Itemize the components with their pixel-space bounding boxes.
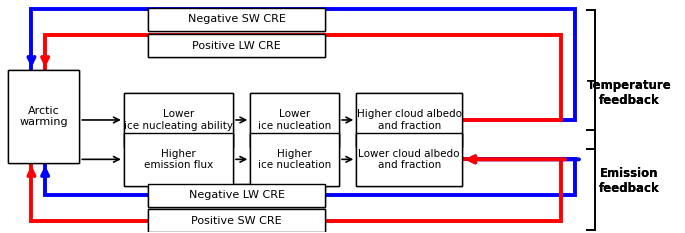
Bar [124,93,233,147]
Bar [356,133,462,186]
Text: Negative SW CRE: Negative SW CRE [188,14,286,24]
Text: Positive SW CRE: Positive SW CRE [191,216,282,226]
Text: Lower
ice nucleation: Lower ice nucleation [258,109,332,131]
Text: Negative LW CRE: Negative LW CRE [188,190,284,200]
Text: Higher
emission flux: Higher emission flux [144,149,213,170]
Text: Emission: Emission [600,167,659,180]
Text: Lower cloud albedo
and fraction: Lower cloud albedo and fraction [358,149,460,170]
Text: Higher
emission flux: Higher emission flux [144,149,213,170]
Text: Positive LW CRE: Positive LW CRE [192,41,281,51]
Bar [148,8,325,31]
Text: Emission
feedback: Emission feedback [599,167,660,195]
Bar [356,133,462,186]
Bar [124,93,233,147]
Text: Temperature
feedback: Temperature feedback [587,79,672,107]
Bar [124,133,233,186]
Bar [356,93,462,147]
Text: Higher
ice nucleation: Higher ice nucleation [258,149,332,170]
Bar [148,8,325,31]
Bar [148,184,325,207]
Bar [148,34,325,58]
Bar [8,70,79,163]
Bar [8,70,79,163]
Bar [250,133,339,186]
Text: Lower cloud albedo
and fraction: Lower cloud albedo and fraction [358,149,460,170]
Bar [148,34,325,58]
Text: Lower
ice nucleating ability: Lower ice nucleating ability [124,109,233,131]
Text: Lower
ice nucleating ability: Lower ice nucleating ability [124,109,233,131]
Text: Arctic
warming: Arctic warming [19,106,68,127]
Text: Positive SW CRE: Positive SW CRE [191,216,282,226]
Text: Arctic
warming: Arctic warming [19,106,68,127]
Text: Negative SW CRE: Negative SW CRE [188,14,286,24]
Text: Higher cloud albedo
and fraction: Higher cloud albedo and fraction [357,109,462,131]
Text: Lower
ice nucleation: Lower ice nucleation [258,109,332,131]
Bar [148,184,325,207]
Bar [250,133,339,186]
Text: Temperature: Temperature [587,79,672,92]
Bar [124,133,233,186]
Bar [356,93,462,147]
Text: Higher
ice nucleation: Higher ice nucleation [258,149,332,170]
Text: feedback: feedback [599,94,660,107]
Bar [148,209,325,232]
Bar [148,209,325,232]
Bar [250,93,339,147]
Text: feedback: feedback [599,182,660,195]
Text: Negative LW CRE: Negative LW CRE [188,190,284,200]
Text: Higher cloud albedo
and fraction: Higher cloud albedo and fraction [357,109,462,131]
Bar [250,93,339,147]
Text: Positive LW CRE: Positive LW CRE [192,41,281,51]
